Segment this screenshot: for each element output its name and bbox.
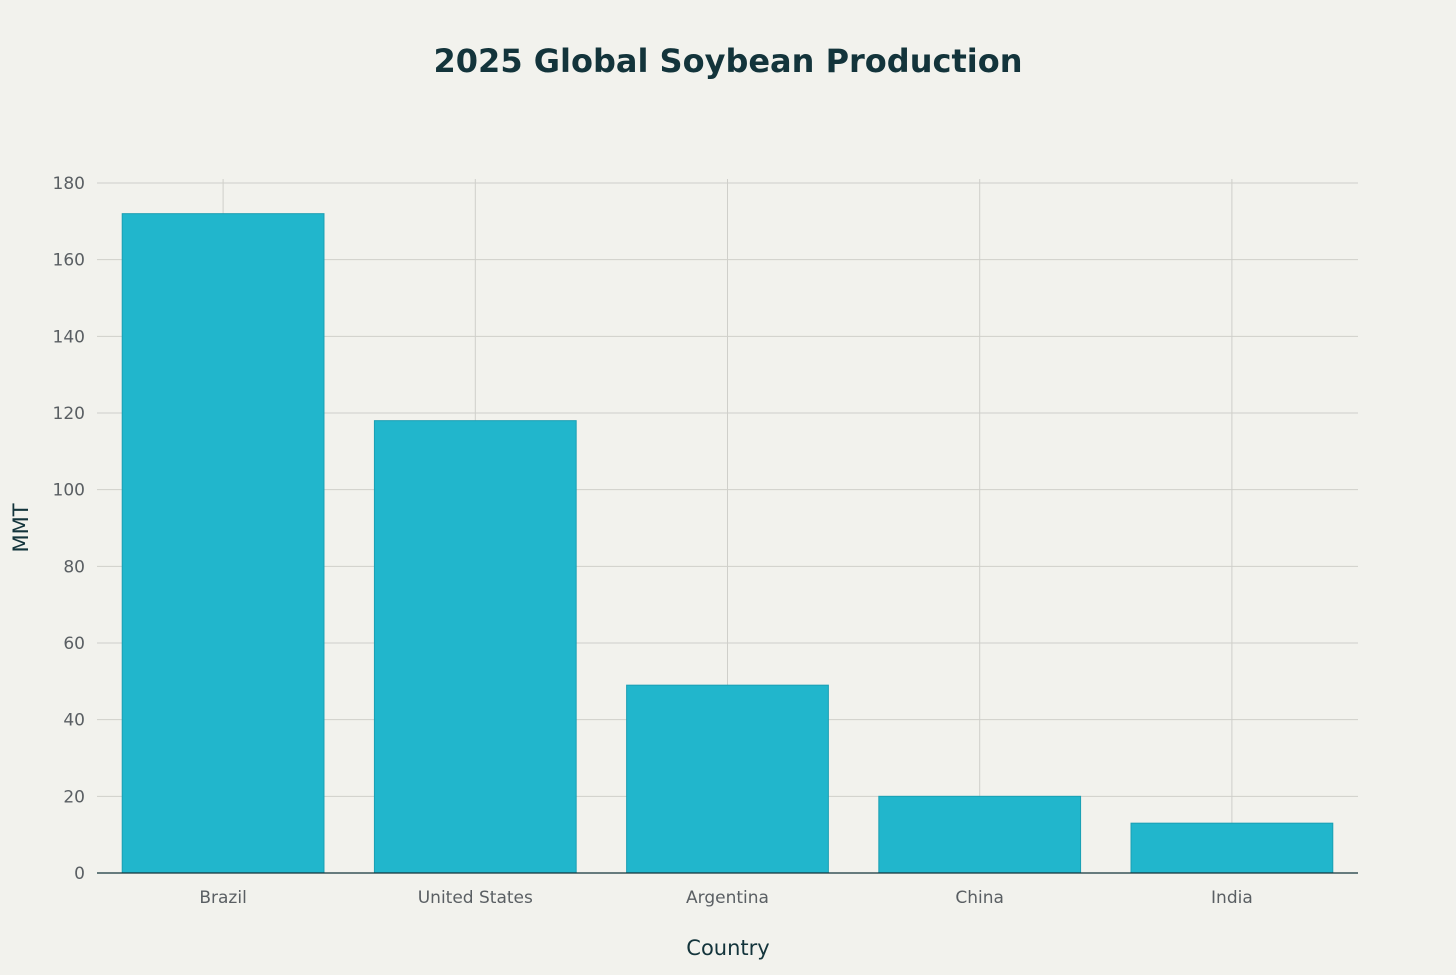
bars [121, 213, 1334, 874]
bar-united-states [373, 420, 577, 874]
y-tick-label: 80 [63, 557, 85, 577]
bar-argentina [626, 684, 829, 874]
y-tick-label: 0 [74, 864, 85, 884]
y-tick-label: 60 [63, 634, 85, 654]
y-tick-label: 40 [63, 711, 85, 731]
chart-title: 2025 Global Soybean Production [434, 42, 1023, 80]
bar-china [878, 795, 1082, 874]
x-tick-label: India [1211, 888, 1253, 908]
y-tick-label: 100 [53, 481, 85, 501]
x-tick-label: United States [418, 888, 533, 908]
bar-brazil [121, 213, 325, 874]
y-axis-title: MMT [9, 503, 33, 552]
y-tick-label: 120 [53, 404, 85, 424]
labels: 0 20 40 60 80 100 120 140 160 180 Brazil United Sta… [53, 174, 1253, 908]
x-axis-title: Country [686, 936, 769, 960]
bar-india [1130, 822, 1334, 874]
x-tick-label: Argentina [686, 888, 769, 908]
y-tick-label: 180 [53, 174, 85, 194]
x-tick-label: China [955, 888, 1004, 908]
y-tick-label: 160 [53, 251, 85, 271]
x-tick-label: Brazil [199, 888, 246, 908]
y-tick-label: 140 [53, 327, 85, 347]
y-tick-label: 20 [63, 787, 85, 807]
